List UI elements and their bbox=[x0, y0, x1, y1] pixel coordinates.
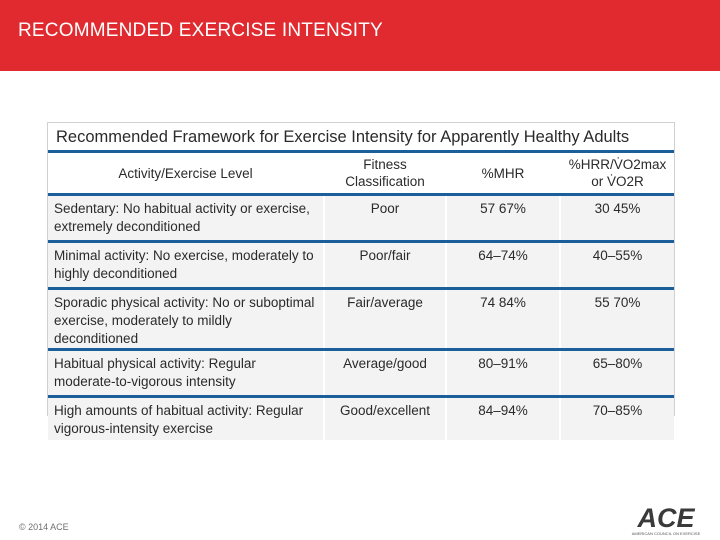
cell-mhr: 57 67% bbox=[445, 194, 560, 243]
cell-mhr: 64–74% bbox=[445, 241, 560, 290]
title-bar: RECOMMENDED EXERCISE INTENSITY bbox=[0, 0, 720, 71]
table-row: Sporadic physical activity: No or subopt… bbox=[48, 288, 674, 351]
logo-wordmark: ACE bbox=[636, 503, 695, 533]
table-row: Minimal activity: No exercise, moderatel… bbox=[48, 241, 674, 290]
cell-mhr: 84–94% bbox=[445, 396, 560, 440]
cell-mhr: 80–91% bbox=[445, 349, 560, 398]
header-fitness-classification: Fitness Classification bbox=[323, 153, 446, 196]
caption-divider bbox=[48, 150, 674, 153]
cell-fitness-classification: Fair/average bbox=[323, 288, 446, 351]
table-row: High amounts of habitual activity: Regul… bbox=[48, 396, 674, 440]
intensity-table: Activity/Exercise Level Fitness Classifi… bbox=[48, 153, 674, 440]
header-mhr: %MHR bbox=[445, 153, 560, 196]
cell-hrr-vo2: 30 45% bbox=[559, 194, 674, 243]
copyright-notice: © 2014 ACE bbox=[19, 522, 69, 532]
cell-fitness-classification: Poor bbox=[323, 194, 446, 243]
table-caption: Recommended Framework for Exercise Inten… bbox=[56, 128, 630, 146]
table-header-row: Activity/Exercise Level Fitness Classifi… bbox=[48, 153, 674, 196]
cell-activity-level: High amounts of habitual activity: Regul… bbox=[48, 396, 324, 440]
ace-logo: ACE AMERICAN COUNCIL ON EXERCISE bbox=[632, 503, 701, 536]
page-title: RECOMMENDED EXERCISE INTENSITY bbox=[18, 20, 383, 41]
cell-activity-level: Sedentary: No habitual activity or exerc… bbox=[48, 194, 324, 243]
header-hrr-vo2: %HRR/V̇O2max or V̇O2R bbox=[559, 153, 674, 196]
cell-hrr-vo2: 40–55% bbox=[559, 241, 674, 290]
cell-activity-level: Habitual physical activity: Regular mode… bbox=[48, 349, 324, 398]
cell-hrr-vo2: 65–80% bbox=[559, 349, 674, 398]
cell-activity-level: Minimal activity: No exercise, moderatel… bbox=[48, 241, 324, 290]
cell-fitness-classification: Poor/fair bbox=[323, 241, 446, 290]
cell-hrr-vo2: 70–85% bbox=[559, 396, 674, 440]
table-row: Sedentary: No habitual activity or exerc… bbox=[48, 194, 674, 243]
header-activity-level: Activity/Exercise Level bbox=[48, 153, 324, 196]
cell-fitness-classification: Good/excellent bbox=[323, 396, 446, 440]
cell-mhr: 74 84% bbox=[445, 288, 560, 351]
table-row: Habitual physical activity: Regular mode… bbox=[48, 349, 674, 398]
cell-activity-level: Sporadic physical activity: No or subopt… bbox=[48, 288, 324, 351]
cell-hrr-vo2: 55 70% bbox=[559, 288, 674, 351]
intensity-table-figure: Recommended Framework for Exercise Inten… bbox=[47, 122, 675, 440]
logo-tagline: AMERICAN COUNCIL ON EXERCISE bbox=[632, 531, 701, 536]
cell-fitness-classification: Average/good bbox=[323, 349, 446, 398]
